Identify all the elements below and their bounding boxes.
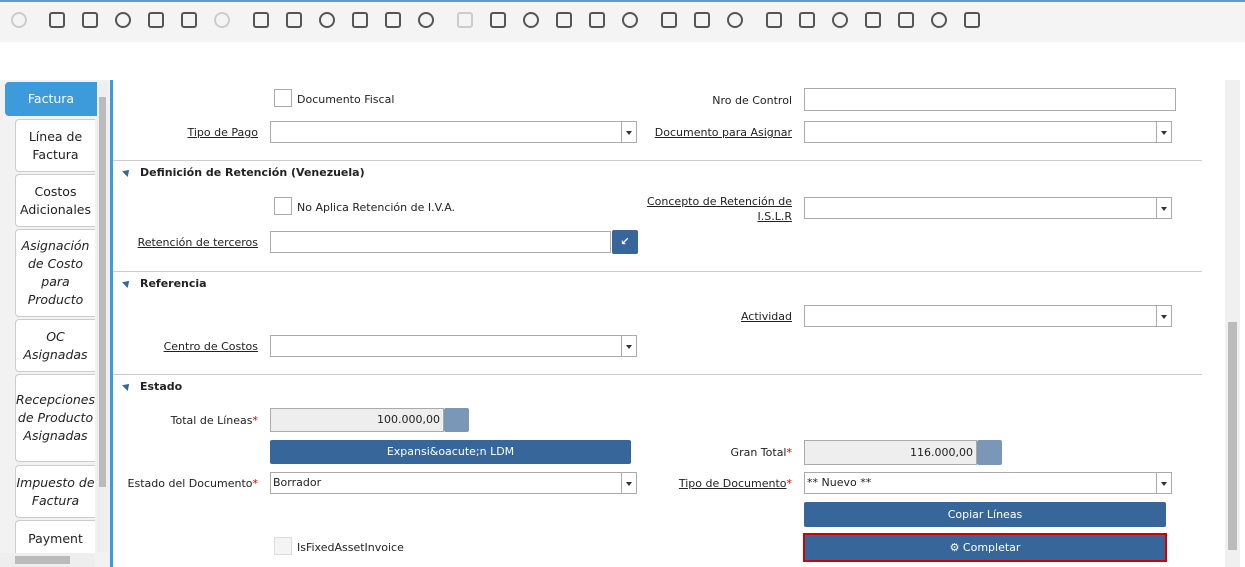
toolbar-icon[interactable]	[523, 12, 539, 28]
select-value: Borrador	[273, 476, 322, 489]
field-label: Nro de Control	[712, 94, 792, 107]
select[interactable]	[804, 121, 1172, 143]
toolbar-icon[interactable]	[589, 12, 605, 28]
section-title: Estado	[140, 380, 183, 393]
calculator-button[interactable]	[444, 408, 469, 432]
complete-button[interactable]: ⚙︎ Completar	[803, 533, 1167, 562]
tab[interactable]: Costos Adicionales	[15, 174, 95, 227]
tab-scrollbar	[97, 82, 108, 552]
select[interactable]	[804, 197, 1172, 219]
toolbar-icon[interactable]	[661, 12, 677, 28]
collapse-icon[interactable]	[122, 278, 132, 288]
required-mark: *	[252, 414, 259, 427]
toolbar-icon[interactable]	[556, 12, 572, 28]
checkbox[interactable]	[274, 197, 292, 215]
tab[interactable]: Asignación de Costo para Producto	[15, 229, 95, 317]
label-text: Total de Líneas	[170, 414, 253, 427]
text-input[interactable]	[270, 231, 611, 253]
field-label: Total de Líneas*	[100, 413, 258, 428]
toolbar	[0, 2, 1245, 42]
collapse-icon[interactable]	[122, 167, 132, 177]
checkbox-label: No Aplica Retención de I.V.A.	[297, 201, 456, 214]
tab[interactable]: Factura	[5, 82, 97, 116]
tab[interactable]: OC Asignadas	[15, 319, 95, 372]
checkbox[interactable]	[274, 89, 292, 107]
h-scrollbar	[0, 553, 95, 567]
gear-icon: ⚙︎	[949, 541, 963, 554]
search-button[interactable]: ↙	[612, 230, 638, 254]
select[interactable]	[270, 121, 637, 143]
toolbar-icon[interactable]	[385, 12, 401, 28]
toolbar-icon[interactable]	[964, 12, 980, 28]
toolbar-icon[interactable]	[319, 12, 335, 28]
select[interactable]	[804, 305, 1172, 327]
toolbar-icon[interactable]	[490, 12, 506, 28]
toolbar-icon[interactable]	[832, 12, 848, 28]
label-text: Gran Total	[730, 446, 787, 459]
toolbar-icon[interactable]	[766, 12, 782, 28]
section-title: Definición de Retención (Venezuela)	[140, 166, 365, 179]
toolbar-icon[interactable]	[253, 12, 269, 28]
toolbar-icon[interactable]	[11, 12, 27, 28]
toolbar-icon[interactable]	[181, 12, 197, 28]
select-value: ** Nuevo **	[807, 476, 872, 489]
checkbox-label: Documento Fiscal	[297, 93, 395, 106]
toolbar-icon[interactable]	[931, 12, 947, 28]
toolbar-icon[interactable]	[352, 12, 368, 28]
form-border	[110, 80, 113, 567]
number-input: 100.000,00	[270, 408, 444, 432]
toolbar-icon[interactable]	[286, 12, 302, 28]
field-label: Retención de terceros	[137, 236, 258, 249]
label-text: Estado del Documento	[127, 477, 253, 490]
toolbar-icon[interactable]	[418, 12, 434, 28]
tab[interactable]: Recepciones de Producto Asignadas	[15, 374, 95, 462]
toolbar-icon[interactable]	[727, 12, 743, 28]
text-input[interactable]	[804, 88, 1176, 111]
section-title: Referencia	[140, 277, 207, 290]
checkbox-label: IsFixedAssetInvoice	[297, 541, 404, 554]
toolbar-icon[interactable]	[898, 12, 914, 28]
toolbar-icon[interactable]	[214, 12, 230, 28]
toolbar-icon[interactable]	[799, 12, 815, 28]
field-label: Tipo de Pago	[187, 126, 259, 139]
field-label: Actividad	[740, 310, 792, 323]
field-label: Estado del Documento*	[100, 476, 258, 491]
divider	[113, 271, 1202, 272]
action-button[interactable]: Copiar Líneas	[804, 502, 1166, 527]
field-label: Gran Total*	[600, 445, 792, 460]
number-input: 116.000,00	[804, 440, 977, 465]
divider	[113, 160, 1202, 161]
toolbar-icon[interactable]	[49, 12, 65, 28]
toolbar-icon[interactable]	[694, 12, 710, 28]
required-mark: *	[786, 446, 793, 459]
top-bar	[0, 0, 1245, 2]
button-text: Completar	[962, 541, 1021, 554]
select[interactable]: ** Nuevo **	[804, 472, 1172, 494]
select[interactable]	[270, 335, 637, 357]
label-text: Tipo de Documento	[678, 477, 787, 490]
toolbar-icon[interactable]	[457, 12, 473, 28]
form-scrollbar	[1225, 80, 1240, 567]
required-mark: *	[252, 477, 259, 490]
tab[interactable]: Impuesto de Factura	[15, 465, 95, 518]
tab[interactable]: Línea de Factura	[15, 119, 95, 172]
collapse-icon[interactable]	[122, 381, 132, 391]
checkbox	[274, 537, 292, 555]
toolbar-icon[interactable]	[82, 12, 98, 28]
calculator-button[interactable]	[977, 440, 1002, 465]
select[interactable]: Borrador	[270, 472, 637, 494]
toolbar-icon[interactable]	[148, 12, 164, 28]
divider	[113, 374, 1202, 375]
field-label: Documento para Asignar	[654, 126, 792, 139]
toolbar-icon[interactable]	[622, 12, 638, 28]
field-label: Tipo de Documento*	[600, 476, 792, 491]
toolbar-icon[interactable]	[865, 12, 881, 28]
field-label: Centro de Costos	[163, 340, 258, 353]
action-button[interactable]: Expansi&oacute;n LDM	[270, 440, 631, 464]
required-mark: *	[786, 477, 793, 490]
field-label: Concepto de Retención de I.S.L.R	[647, 195, 792, 223]
toolbar-icon[interactable]	[115, 12, 131, 28]
